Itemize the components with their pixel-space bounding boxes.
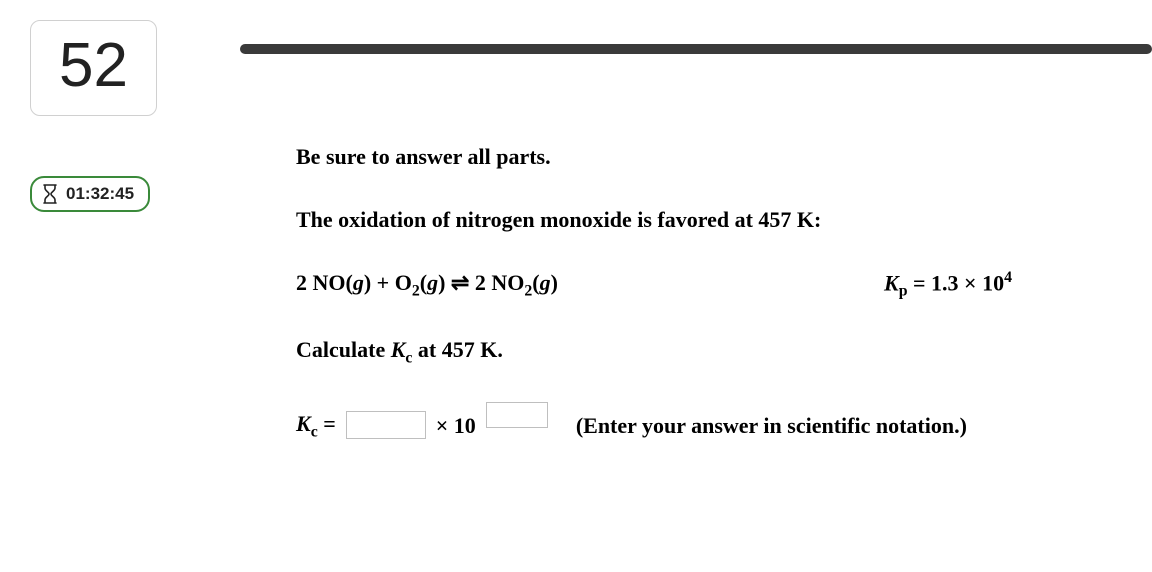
progress-bar[interactable]	[240, 44, 1152, 54]
main-column: Be sure to answer all parts. The oxidati…	[230, 0, 1152, 572]
question-number: 52	[59, 31, 128, 100]
equation-row: 2 NO(g) + O2(g) ⇌ 2 NO2(g) Kp = 1.3 × 10…	[296, 266, 1132, 303]
question-number-badge: 52	[30, 20, 157, 116]
answer-row: Kc = × 10 (Enter your answer in scientif…	[296, 407, 1132, 444]
kp-value: Kp = 1.3 × 104	[884, 266, 1132, 303]
times-ten-label: × 10	[436, 409, 476, 442]
answer-lhs: Kc =	[296, 407, 336, 444]
coefficient-input[interactable]	[346, 411, 426, 439]
task-line: Calculate Kc at 457 K.	[296, 333, 1132, 370]
question-page: 52 01:32:45 Be sure to answer all parts.…	[0, 0, 1152, 572]
reaction-equation: 2 NO(g) + O2(g) ⇌ 2 NO2(g)	[296, 266, 558, 303]
answer-hint: (Enter your answer in scientific notatio…	[576, 409, 967, 442]
question-content: Be sure to answer all parts. The oxidati…	[240, 0, 1132, 444]
exponent-input[interactable]	[486, 402, 548, 428]
prompt-text: The oxidation of nitrogen monoxide is fa…	[296, 203, 1132, 236]
hourglass-icon	[42, 184, 58, 204]
timer-value: 01:32:45	[66, 184, 134, 204]
timer-pill: 01:32:45	[30, 176, 150, 212]
instruction-text: Be sure to answer all parts.	[296, 140, 1132, 173]
left-sidebar: 52 01:32:45	[0, 0, 230, 572]
